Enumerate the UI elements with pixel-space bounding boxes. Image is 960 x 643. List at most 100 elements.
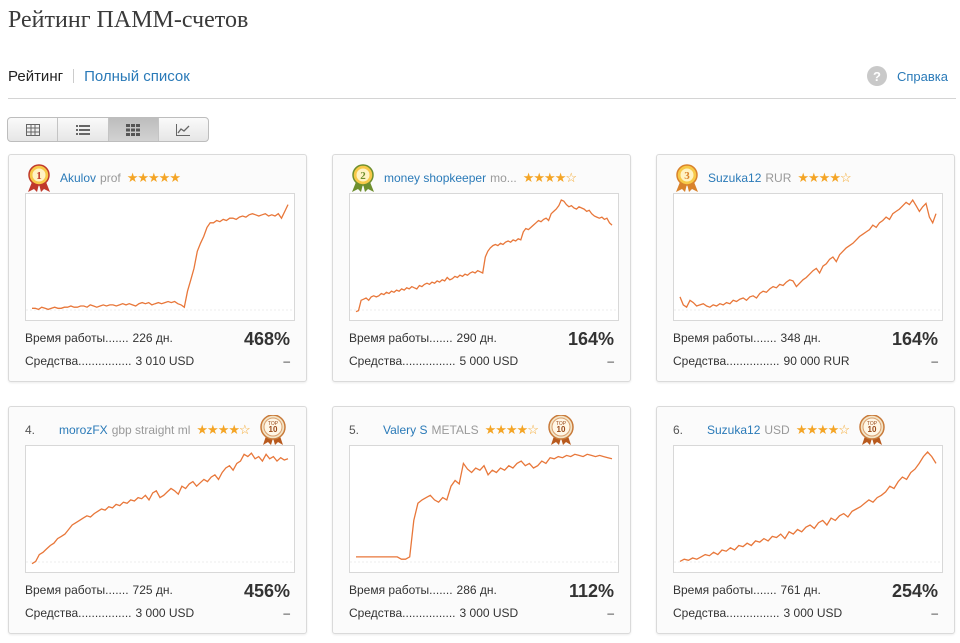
table-view-button[interactable]	[8, 118, 59, 141]
rank-medal-icon: 3	[676, 164, 698, 192]
svg-text:TOP: TOP	[556, 421, 567, 427]
funds-value: 3 000 USD	[459, 606, 519, 620]
list-view-icon	[75, 124, 90, 135]
profit-chart[interactable]	[673, 445, 943, 573]
funds-label: Средства................	[673, 354, 780, 368]
card-header: 2 money shopkeeper mo... ★★★★☆	[349, 163, 620, 193]
profit-chart-line	[679, 198, 937, 309]
funds-label: Средства................	[673, 606, 780, 620]
rank-medal-number: 1	[36, 170, 42, 182]
card-header: 1 Akulov prof ★★★★★	[25, 163, 296, 193]
account-name-link[interactable]: Akulov	[60, 171, 97, 185]
view-switcher	[7, 117, 209, 142]
top10-badge-icon: TOP 10	[859, 415, 885, 445]
profit-chart-svg	[350, 199, 618, 313]
rank-medal-icon: 2	[352, 164, 374, 192]
profit-chart-svg	[26, 452, 294, 565]
pamm-card: 4. morozFX gbp straight ml ★★★★☆ TOP 10 …	[8, 406, 307, 634]
top10-badge-icon: TOP 10	[259, 415, 286, 445]
rank-medal-number: 3	[684, 170, 690, 182]
funds-dash: –	[931, 354, 938, 368]
work-time-row: Время работы....... 348 дн.	[673, 331, 821, 345]
rank-number: 5.	[349, 423, 360, 437]
pamm-card: 3 Suzuka12 RUR ★★★★☆ Время работы.......…	[656, 154, 955, 382]
work-time-label: Время работы.......	[25, 583, 129, 597]
top10-badge-icon: TOP 10	[548, 415, 574, 445]
help-link[interactable]: Справка	[897, 68, 948, 84]
tabs: Рейтинг Полный список	[8, 66, 190, 86]
work-time-value: 226 дн.	[132, 331, 173, 345]
page-title: Рейтинг ПАММ-счетов	[8, 7, 249, 33]
work-time-row: Время работы....... 226 дн.	[25, 331, 173, 345]
account-name-link[interactable]: Suzuka12	[707, 423, 761, 437]
profit-chart[interactable]	[25, 445, 295, 573]
card-header: 5. Valery S METALS ★★★★☆ TOP 10	[349, 415, 620, 445]
pamm-card: 1 Akulov prof ★★★★★ Время работы....... 2…	[8, 154, 307, 382]
profit-chart[interactable]	[25, 193, 295, 321]
funds-row: Средства................ 3 010 USD	[25, 354, 194, 368]
rating-stars: ★★★★☆	[795, 422, 850, 437]
tab-rating[interactable]: Рейтинг	[8, 67, 64, 85]
profit-chart[interactable]	[673, 193, 943, 321]
funds-value: 3 000 USD	[783, 606, 843, 620]
funds-dash: –	[607, 354, 614, 368]
work-time-value: 725 дн.	[132, 583, 173, 597]
svg-text:TOP: TOP	[867, 421, 878, 427]
profit-chart-svg	[26, 204, 294, 311]
svg-text:10: 10	[556, 425, 565, 434]
account-name-link[interactable]: Valery S	[383, 423, 428, 437]
grid-view-icon	[126, 123, 141, 136]
header-divider	[8, 98, 956, 99]
funds-value: 90 000 RUR	[783, 354, 850, 368]
funds-value: 5 000 USD	[459, 354, 519, 368]
funds-label: Средства................	[25, 606, 132, 620]
work-time-row: Время работы....... 761 дн.	[673, 583, 821, 597]
rank-number: 6.	[673, 423, 684, 437]
account-name-link[interactable]: morozFX	[59, 423, 108, 437]
svg-text:10: 10	[868, 425, 877, 434]
work-time-row: Время работы....... 725 дн.	[25, 583, 173, 597]
funds-row: Средства................ 3 000 USD	[25, 606, 194, 620]
list-view-button[interactable]	[58, 118, 109, 141]
chart-view-button[interactable]	[159, 118, 208, 141]
profit-chart-line	[356, 453, 613, 560]
account-suffix: mo...	[490, 171, 517, 185]
help[interactable]: ? Справка	[867, 66, 948, 86]
card-header: 6. Suzuka12 USD ★★★★☆ TOP 10	[673, 415, 944, 445]
funds-row: Средства................ 3 000 USD	[349, 606, 518, 620]
profit-chart[interactable]	[349, 445, 619, 573]
rank-medal-number: 2	[360, 170, 366, 182]
work-time-label: Время работы.......	[349, 583, 453, 597]
svg-text:TOP: TOP	[268, 421, 279, 427]
rating-stars: ★★★★☆	[484, 422, 539, 437]
funds-row: Средства................ 90 000 RUR	[673, 354, 850, 368]
funds-dash: –	[283, 354, 290, 368]
profit-chart[interactable]	[349, 193, 619, 321]
card-header: 3 Suzuka12 RUR ★★★★☆	[673, 163, 944, 193]
tab-full-list[interactable]: Полный список	[84, 67, 190, 85]
pamm-card: 2 money shopkeeper mo... ★★★★☆ Время раб…	[332, 154, 631, 382]
work-time-value: 286 дн.	[456, 583, 497, 597]
chart-view-icon	[176, 123, 191, 136]
profit-chart-line	[355, 199, 613, 313]
account-name-link[interactable]: money shopkeeper	[384, 171, 487, 185]
grid-view-button[interactable]	[108, 118, 159, 141]
profit-percent: 456%	[243, 581, 290, 601]
profit-chart-line	[679, 451, 937, 562]
rank-medal-icon: 1	[28, 164, 50, 192]
funds-dash: –	[607, 606, 614, 620]
profit-percent: 164%	[567, 329, 614, 349]
profit-chart-line	[31, 452, 289, 565]
help-icon[interactable]: ?	[867, 66, 887, 86]
work-time-label: Время работы.......	[673, 331, 777, 345]
profit-percent: 164%	[891, 329, 938, 349]
account-suffix: RUR	[765, 171, 792, 185]
work-time-value: 761 дн.	[780, 583, 821, 597]
work-time-value: 348 дн.	[780, 331, 821, 345]
account-name-link[interactable]: Suzuka12	[708, 171, 762, 185]
card-header: 4. morozFX gbp straight ml ★★★★☆ TOP 10	[25, 415, 296, 445]
account-suffix: USD	[764, 423, 790, 437]
rating-stars: ★★★★★	[126, 170, 181, 185]
svg-text:10: 10	[268, 425, 277, 434]
funds-label: Средства................	[25, 354, 132, 368]
